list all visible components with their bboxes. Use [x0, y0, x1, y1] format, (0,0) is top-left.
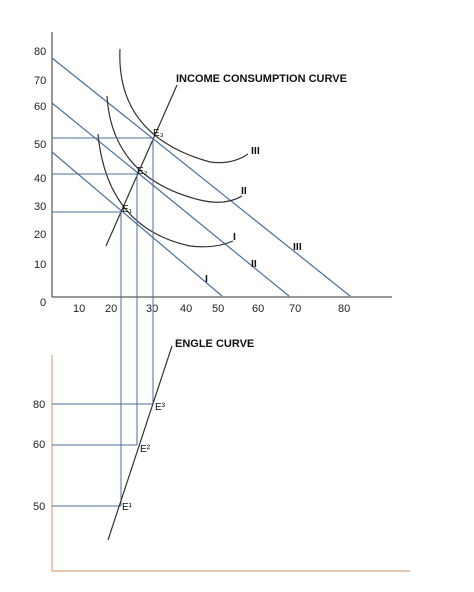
engel-y-tick-50: 50	[33, 501, 45, 513]
y-tick-60: 60	[34, 101, 46, 113]
engel-axes	[51, 355, 410, 572]
y-tick-20: 20	[34, 229, 46, 241]
budget-line-2	[51, 102, 290, 297]
indifference-curve-3	[119, 48, 249, 164]
ic-label-1: I	[233, 231, 236, 243]
ic-label-2: II	[241, 185, 247, 197]
engel-point-e3-label: E³	[155, 402, 166, 413]
engel-point-e2-label: E²	[140, 444, 151, 455]
budget-line-3	[51, 57, 351, 297]
engel-y-tick-60: 60	[33, 439, 45, 451]
x-tick-20: 20	[105, 303, 117, 315]
budget-label-3: III	[293, 241, 302, 253]
icc-axes	[51, 32, 392, 298]
origin-label: 0	[40, 297, 46, 309]
x-tick-40: 40	[180, 303, 192, 315]
x-tick-80: 80	[338, 303, 350, 315]
x-tick-30: 30	[146, 303, 158, 315]
indifference-curve-2	[106, 95, 243, 203]
y-tick-30: 30	[34, 201, 46, 213]
y-tick-70: 70	[34, 75, 46, 87]
engel-curve	[107, 345, 173, 541]
y-tick-10: 10	[34, 259, 46, 271]
x-tick-50: 50	[212, 303, 224, 315]
equilibrium-e1-label: E₁	[122, 204, 133, 215]
indifference-curve-1	[97, 133, 234, 248]
x-tick-70: 70	[289, 303, 301, 315]
y-tick-80: 80	[34, 46, 46, 58]
y-tick-50: 50	[34, 139, 46, 151]
y-tick-40: 40	[34, 173, 46, 185]
ic-label-3: III	[251, 145, 260, 157]
icc-title: INCOME CONSUMPTION CURVE	[176, 73, 347, 85]
x-tick-60: 60	[252, 303, 264, 315]
x-tick-10: 10	[73, 303, 85, 315]
budget-label-1: I	[205, 273, 208, 285]
engel-point-e1-label: E¹	[122, 502, 133, 513]
equilibrium-e2-label: E₂	[137, 166, 148, 177]
budget-label-2: II	[251, 258, 257, 270]
income-consumption-curve	[105, 84, 178, 247]
engel-y-tick-80: 80	[33, 399, 45, 411]
equilibrium-e3-label: E₃	[153, 128, 164, 139]
engel-title: ENGLE CURVE	[175, 338, 254, 350]
